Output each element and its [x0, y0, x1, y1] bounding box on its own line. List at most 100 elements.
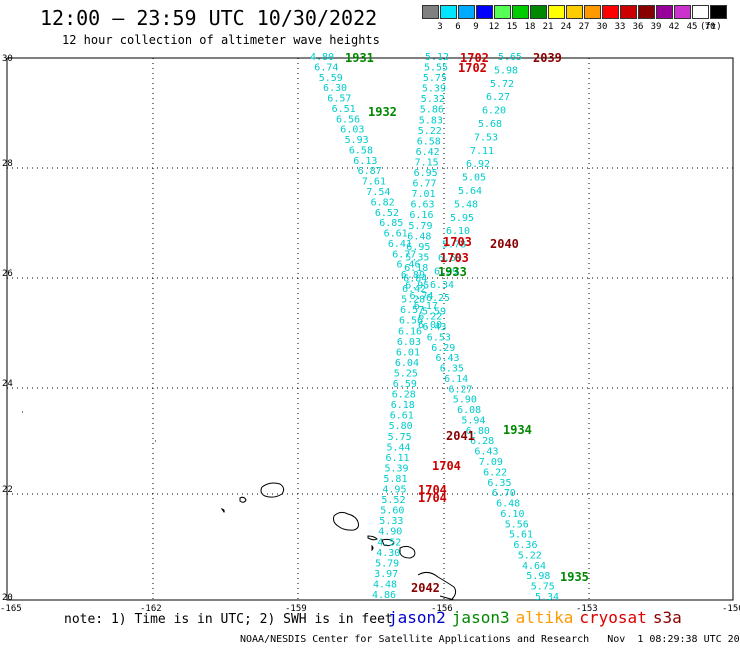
wave-height-value: 4.80	[310, 52, 334, 63]
legend-swatch	[422, 5, 439, 19]
wave-height-value: 6.39	[434, 266, 458, 277]
wave-height-value: 5.32	[421, 94, 445, 105]
lat-tick-label: 20	[2, 593, 13, 603]
lon-tick-label: -165	[0, 604, 22, 614]
wave-height-value: 4.90	[378, 527, 402, 538]
legend-label: 24	[560, 22, 572, 32]
wave-height-value: 5.52	[381, 495, 405, 506]
wave-height-value: 5.44	[387, 442, 411, 453]
wave-height-value: 5.61	[509, 530, 533, 541]
wave-height-value: 6.22	[418, 312, 442, 323]
wave-height-value: 6.43	[436, 353, 460, 364]
lon-tick-label: -162	[140, 604, 162, 614]
legend-label: 9	[473, 22, 479, 32]
pass-time-label: 1704	[418, 491, 447, 505]
wave-height-value: 4.64	[522, 561, 546, 572]
legend-swatch	[584, 5, 601, 19]
pass-time-label: 1932	[368, 105, 397, 119]
wave-height-value: 6.35	[487, 478, 511, 489]
wave-height-value: 5.93	[345, 135, 369, 146]
lat-tick-label: 26	[2, 269, 13, 279]
wave-height-value: 6.92	[466, 159, 490, 170]
wave-height-value: 6.16	[398, 326, 422, 337]
pass-time-label: 1931	[345, 51, 374, 65]
legend-label: 45	[686, 22, 698, 32]
wave-height-value: 6.25	[426, 293, 450, 304]
lat-tick-label: 28	[2, 159, 13, 169]
wave-height-value: 6.28	[470, 436, 494, 447]
wave-height-value: 4.95	[382, 485, 406, 496]
wave-height-value: 5.35	[405, 252, 429, 263]
legend-swatch	[692, 5, 709, 19]
legend-unit: (ft)	[700, 22, 722, 32]
wave-height-value: 4.30	[376, 548, 400, 559]
wave-height-value: 6.48	[407, 231, 431, 242]
wave-height-value: 5.59	[319, 73, 343, 84]
wave-height-value: 6.18	[404, 263, 428, 274]
wave-height-value: 6.77	[413, 179, 437, 190]
wave-height-value: 7.61	[362, 177, 386, 188]
latitude-labels: 30 28 26 24 22 20	[2, 54, 13, 603]
wave-height-value: 6.08	[457, 405, 481, 416]
wave-height-value: 6.03	[397, 337, 421, 348]
footer-note: note: 1) Time is in UTC; 2) SWH is in fe…	[64, 612, 393, 627]
pass-time-label: 1935	[560, 570, 589, 584]
legend-swatch	[440, 5, 457, 19]
wave-height-value: 6.03	[340, 125, 364, 136]
wave-height-value: 6.42	[416, 147, 440, 158]
wave-height-value: 5.81	[383, 474, 407, 485]
wave-height-value: 5.80	[389, 421, 413, 432]
wave-height-value: 6.61	[384, 229, 408, 240]
wave-height-value: 7.01	[412, 189, 436, 200]
wave-height-value: 6.29	[431, 343, 455, 354]
wave-height-value: 5.98	[526, 571, 550, 582]
legend-label: 36	[632, 22, 644, 32]
wave-height-value: 6.22	[483, 467, 507, 478]
pass-time-label: 1703	[443, 235, 472, 249]
wave-height-value: 7.15	[415, 158, 439, 169]
wave-height-value: 5.05	[462, 173, 486, 184]
wave-height-value: 5.39	[385, 463, 409, 474]
wave-height-value: 6.14	[444, 374, 468, 385]
wave-height-value: 5.64	[458, 186, 482, 197]
wave-height-value: 7.09	[479, 457, 503, 468]
wave-height-value: 6.87	[358, 166, 382, 177]
legend-swatch	[494, 5, 511, 19]
legend-label: 42	[668, 22, 680, 32]
pass-time-label: 1704	[418, 483, 447, 497]
wave-height-value: 5.94	[461, 416, 485, 427]
wave-height-value: 6.10	[500, 509, 524, 520]
wave-height-value: 6.85	[379, 218, 403, 229]
wave-height-value: 6.59	[393, 379, 417, 390]
wave-height-value: 6.16	[409, 210, 433, 221]
wave-height-value: 6.82	[371, 197, 395, 208]
wave-height-value: 5.83	[419, 115, 443, 126]
wave-height-value: 5.90	[453, 395, 477, 406]
legend-label: 21	[542, 22, 554, 32]
wave-height-value: 5.68	[478, 119, 502, 130]
wave-height-value: 5.75	[388, 432, 412, 443]
legend-swatch	[476, 5, 493, 19]
wave-height-value: 5.79	[408, 221, 432, 232]
wave-height-value: 6.51	[332, 104, 356, 115]
wave-height-value: 6.34	[430, 280, 454, 291]
wave-height-value: 5.72	[490, 79, 514, 90]
wave-height-value: 5.39	[422, 84, 446, 95]
map-title: 12:00 – 23:59 UTC 10/30/2022	[40, 6, 378, 30]
satellite-name: cryosat	[579, 608, 647, 627]
legend-swatch	[530, 5, 547, 19]
legend-label: 12	[488, 22, 500, 32]
wave-height-value: 6.95	[414, 168, 438, 179]
pass-time-label: 2040	[490, 237, 519, 251]
wave-height-value: 6.18	[391, 400, 415, 411]
wave-height-value: 6.57	[327, 94, 351, 105]
wave-height-value: 6.56	[336, 114, 360, 125]
wave-height-value: 5.75	[423, 73, 447, 84]
legend-swatch	[566, 5, 583, 19]
pass-time-label: 1704	[432, 459, 461, 473]
wave-height-value: 6.52	[375, 208, 399, 219]
wave-height-value: 6.00	[418, 320, 442, 331]
wave-height-value: 6.59	[438, 253, 462, 264]
